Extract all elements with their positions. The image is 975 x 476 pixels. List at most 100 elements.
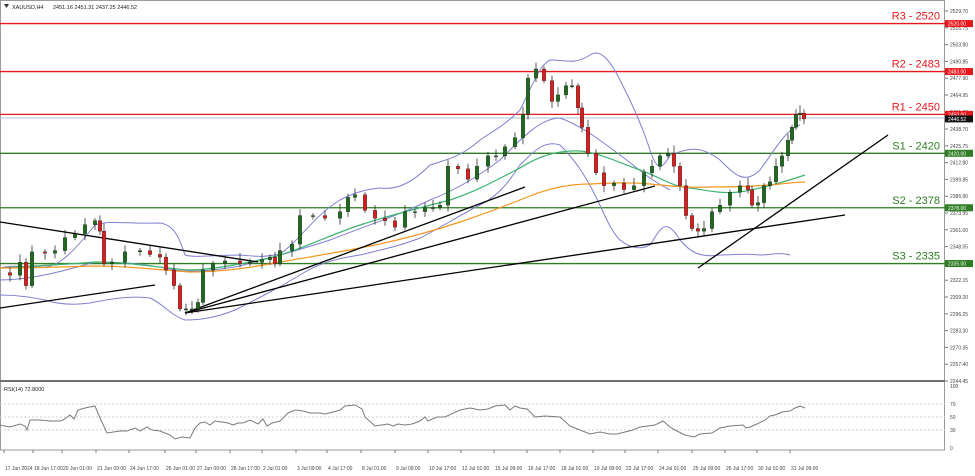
time-tick-label: 15 Jul 09:00: [495, 466, 522, 472]
price-tag: [945, 110, 973, 118]
candle-bullish: [268, 256, 272, 260]
candle-bullish: [702, 228, 706, 232]
level-label-s2: S2 - 2378: [892, 195, 940, 207]
candle-bullish: [290, 243, 294, 251]
candle-bullish: [658, 155, 662, 167]
candle-bullish: [768, 181, 772, 186]
candle-bullish: [738, 185, 742, 193]
candle-bullish: [786, 140, 790, 157]
candle-bullish: [756, 202, 760, 206]
candle-bullish: [184, 308, 188, 311]
candle-bullish: [338, 211, 342, 219]
candle-bearish: [684, 185, 688, 216]
candle-bearish: [580, 107, 584, 128]
price-tick-label: 2373.95: [950, 211, 968, 217]
time-tick-label: 12 Jul 01:00: [462, 466, 489, 472]
candle-bullish: [513, 137, 517, 147]
candle-bearish: [178, 285, 182, 310]
trendline-jul-support-mid[interactable]: [184, 185, 656, 314]
candle-bearish: [172, 269, 176, 286]
trendline-down[interactable]: [0, 221, 259, 263]
time-axis: 17 Jun 2024 18 Jun 17:00 20 Jun 01:00 21 Ju…: [3, 450, 818, 472]
candle-bearish: [43, 251, 47, 254]
price-tag-text: 2520.00: [948, 22, 966, 28]
time-tick-label: 18 Jun 17:00: [34, 466, 63, 472]
price-tag: [945, 20, 973, 28]
price-tick-label: 2490.85: [950, 59, 968, 65]
candle-bullish: [521, 114, 525, 138]
level-label-s1: S1 - 2420: [892, 140, 940, 152]
price-tick-label: 2296.25: [950, 312, 968, 318]
candle-bullish: [110, 262, 114, 264]
price-tick-label: 2309.20: [950, 295, 968, 301]
candle-bullish: [526, 77, 530, 115]
candle-bullish: [794, 114, 798, 128]
candle-bullish: [790, 127, 794, 141]
candle-bullish: [728, 192, 732, 206]
candle-bearish: [393, 220, 397, 228]
time-tick-label: 17 Jun 2024: [5, 466, 33, 472]
candle-bullish: [18, 262, 22, 276]
candle-bullish: [83, 224, 87, 234]
candle-bearish: [8, 272, 12, 276]
price-tick-label: 2412.80: [950, 161, 968, 167]
candle-bullish: [612, 182, 616, 186]
time-tick-label: 18 Jul 01:00: [561, 466, 588, 472]
candle-bullish: [346, 197, 350, 212]
price-tag: [945, 204, 973, 212]
candle-bearish: [456, 166, 460, 170]
time-tick-label: 9 Jul 09:00: [396, 466, 421, 472]
trendline-jun-support[interactable]: [0, 284, 156, 309]
candle-bullish: [564, 85, 568, 96]
candle-bullish: [475, 166, 479, 180]
svg-text:100: 100: [950, 384, 959, 390]
price-tick-label: 2425.75: [950, 144, 968, 150]
price-tick-label: 2529.70: [950, 9, 968, 15]
trendline-jul-support-steep[interactable]: [184, 186, 526, 314]
candle-bullish: [63, 237, 67, 251]
candle-bullish: [486, 155, 490, 167]
time-tick-label: 16 Jul 17:00: [528, 466, 555, 472]
time-tick-label: 30 Jul 01:00: [758, 466, 785, 472]
candle-bearish: [586, 127, 590, 154]
price-tag-text: 2450.00: [948, 112, 966, 118]
svg-text:70: 70: [950, 402, 956, 408]
price-tick-label: 2348.05: [950, 245, 968, 251]
candle-bullish: [438, 205, 442, 208]
rsi-line: [0, 404, 806, 440]
candle-bullish: [710, 211, 714, 229]
time-tick-label: 28 Jun 17:00: [231, 466, 260, 472]
price-tick-label: 2361.00: [950, 228, 968, 234]
price-tag: [945, 68, 973, 76]
rsi-axis: 100 70 50 30 0: [950, 384, 959, 452]
price-tick-label: 2257.40: [950, 362, 968, 368]
main-pane-frame: [0, 0, 945, 381]
trend-lines[interactable]: [0, 134, 889, 314]
candle-bearish: [542, 68, 546, 81]
candle-bearish: [696, 228, 700, 232]
dropdown-triangle-icon[interactable]: [4, 4, 9, 8]
candle-bearish: [550, 80, 554, 102]
price-tick-label: 2283.30: [950, 329, 968, 335]
candle-bearish: [594, 153, 598, 173]
candle-bullish: [30, 251, 34, 286]
candle-bullish: [123, 251, 127, 263]
trendline-long-support[interactable]: [184, 214, 846, 314]
candle-bearish: [373, 210, 377, 219]
candle-bullish: [423, 207, 427, 212]
candle-bullish: [718, 205, 722, 212]
candle-bullish: [278, 250, 282, 264]
header: XAUUSD,H4 2451.16 2451.31 2437.25 2446.5…: [4, 4, 137, 11]
trendline-late-jul-support[interactable]: [697, 134, 889, 269]
price-axis: 2529.70 2516.75 2503.80 2490.85 2477.90 2464.…: [945, 9, 968, 385]
candle-bearish: [746, 185, 750, 190]
price-tag-text: 2420.00: [948, 151, 966, 157]
candle-bearish: [672, 153, 676, 167]
candle-bearish: [750, 189, 754, 206]
svg-text:50: 50: [950, 415, 956, 421]
candle-bearish: [24, 262, 28, 286]
candle-bearish: [98, 220, 102, 232]
level-label-r1: R1 - 2450: [892, 101, 940, 113]
price-tick-label: 2477.90: [950, 76, 968, 82]
